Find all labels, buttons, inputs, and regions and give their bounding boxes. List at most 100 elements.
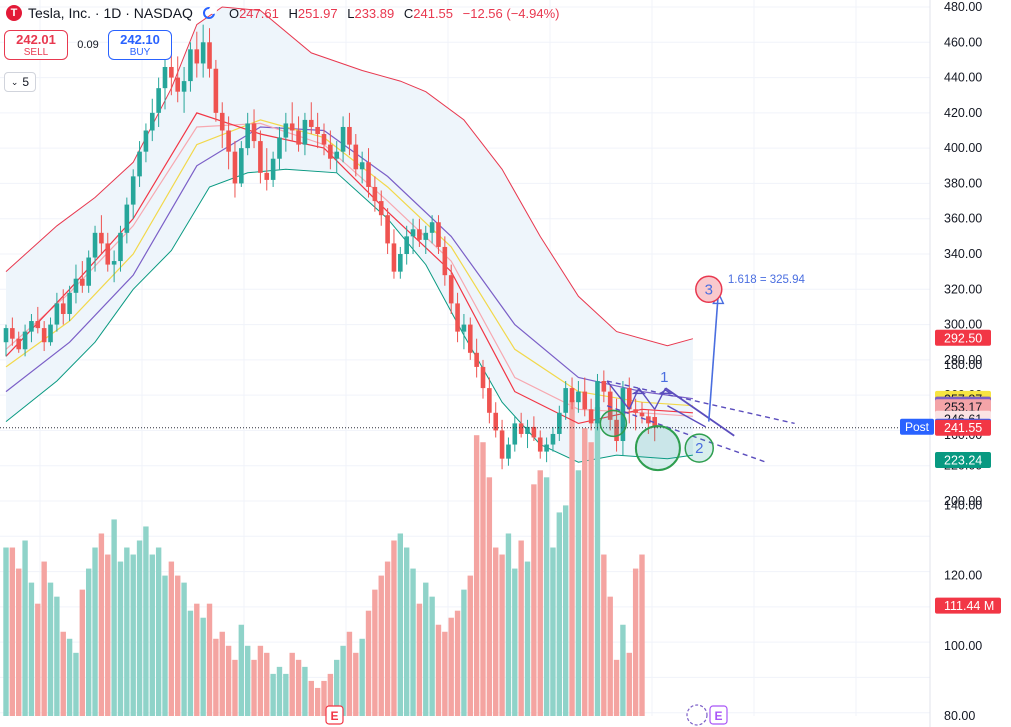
sell-button[interactable]: 242.01 SELL (4, 30, 68, 60)
sell-price: 242.01 (16, 32, 56, 47)
volume-bar (403, 547, 410, 716)
candle-body (60, 303, 66, 314)
candle-body (277, 137, 282, 159)
candle-body (614, 419, 619, 442)
candle-body (639, 412, 645, 417)
low-key: L (347, 5, 355, 21)
volume-bar (270, 673, 276, 716)
volume-bar (397, 533, 404, 716)
candle-body (487, 388, 492, 413)
candle-body (537, 437, 543, 452)
volume-bar (111, 519, 117, 716)
candle-body (385, 215, 390, 244)
volume-bar (531, 484, 537, 716)
candle-body (302, 119, 308, 145)
y-axis-tick-label: 120.00 (944, 569, 982, 583)
volume-bar (575, 470, 582, 716)
wave-down-line (665, 387, 735, 437)
indicators-toggle[interactable]: ⌄ 5 (4, 72, 36, 92)
volume-bar (79, 589, 86, 716)
candle-body (219, 112, 225, 131)
volume-bar (3, 547, 9, 716)
volume-bar (416, 603, 423, 716)
arrow-head-icon (631, 389, 647, 395)
volume-bar (175, 575, 181, 716)
candle-body (366, 162, 371, 187)
candle-body (506, 444, 511, 459)
candle-body (588, 409, 594, 424)
volume-bar (550, 547, 556, 716)
candle-body (423, 232, 429, 240)
volume-bar (85, 568, 92, 716)
pattern-circle (634, 425, 681, 472)
y-axis-tick-label: 140.00 (944, 498, 982, 512)
earnings-box (325, 705, 344, 725)
candle-body (54, 303, 60, 325)
volume-bar (117, 561, 124, 716)
high-key: H (288, 5, 298, 21)
symbol-title[interactable]: Tesla, Inc. · 1D · NASDAQ (28, 5, 193, 21)
buy-price: 242.10 (120, 32, 160, 47)
volume-bar (601, 554, 607, 716)
candle-body (264, 172, 270, 180)
candle-body (80, 278, 85, 286)
volume-bar (594, 407, 601, 716)
candle-body (398, 254, 403, 272)
buy-button[interactable]: 242.10 BUY (108, 30, 172, 60)
volume-bar (448, 617, 454, 716)
volume-bar (626, 652, 632, 716)
candle-body (544, 444, 549, 452)
volume-bar (28, 582, 35, 716)
price-label: 223.24 (935, 451, 991, 468)
volume-bar (276, 666, 283, 716)
volume-bar (518, 540, 524, 716)
volume-bar (136, 540, 143, 716)
candle-body (557, 412, 562, 434)
price-label: 292.50 (935, 329, 991, 346)
volume-bar (124, 547, 130, 716)
candle-body (86, 257, 91, 286)
ohlc-readout: O247.61 H251.97 L233.89 C241.55 −12.56 (… (229, 6, 566, 21)
high-value: 251.97 (297, 5, 338, 21)
candle-body (251, 123, 257, 142)
post-market-tag: Post (900, 418, 934, 435)
volume-bar (289, 652, 295, 716)
candle-body (601, 381, 607, 392)
volume-label-box (935, 597, 1001, 614)
candle-body (347, 126, 352, 145)
market-status-icon[interactable] (202, 6, 217, 19)
candle-body (455, 303, 460, 332)
candle-body (359, 162, 365, 170)
volume-bar (168, 561, 175, 716)
price-label-text: 241.55 (944, 421, 982, 435)
volume-bar (327, 673, 334, 716)
candle-body (308, 119, 314, 127)
volume-bar (365, 610, 372, 716)
price-label-text: 223.24 (944, 453, 982, 467)
volume-bar (346, 631, 353, 716)
candle-body (149, 112, 155, 131)
event-circle-icon (686, 704, 708, 726)
candle-body (226, 130, 231, 152)
spread-value: 0.09 (77, 39, 99, 51)
candle-body (321, 134, 327, 145)
volume-bar (98, 533, 105, 716)
candle-body (156, 88, 161, 113)
volume-value-label: 111.44 M (935, 597, 1001, 614)
volume-bar (505, 533, 512, 716)
fib-extension-label: 1.618 = 325.94 (728, 274, 806, 286)
candle-body (67, 292, 72, 314)
candle-body (334, 151, 340, 159)
volume-bar (194, 603, 200, 716)
candle-body (289, 123, 295, 131)
volume-bar (143, 526, 149, 716)
volume-bar (378, 575, 384, 716)
y-axis-tick-label: 440.00 (944, 71, 982, 85)
candle-body (194, 49, 200, 64)
volume-bar (92, 547, 98, 716)
volume-bar (340, 645, 346, 716)
candle-body (99, 232, 104, 244)
trade-buttons: 242.01 SELL 0.09 242.10 BUY (4, 30, 172, 60)
y-axis-tick-label: 300.00 (944, 318, 982, 332)
